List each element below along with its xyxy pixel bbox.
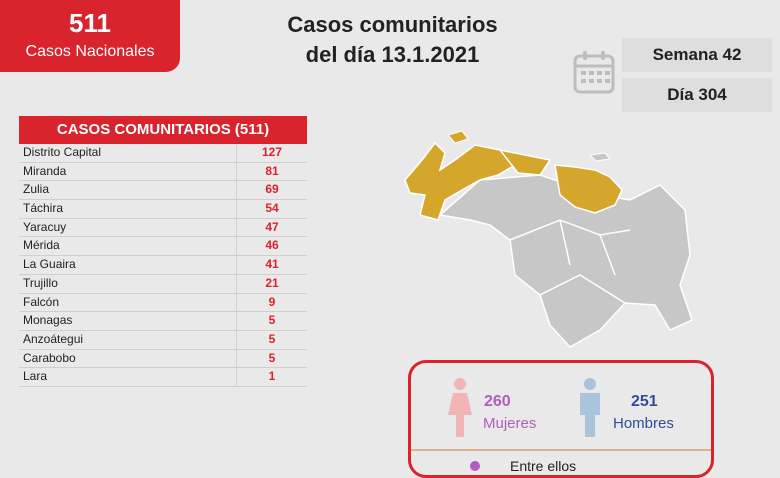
state-cases: 41 xyxy=(236,256,307,274)
week-badge: Semana 42 xyxy=(622,38,772,72)
panel-divider xyxy=(411,449,711,451)
state-cases: 81 xyxy=(236,162,307,181)
venezuela-map xyxy=(404,130,693,348)
table-row: Lara 1 xyxy=(19,368,307,387)
state-cases: 5 xyxy=(236,312,307,330)
bullet-icon xyxy=(470,461,480,471)
table-row: Monagas 5 xyxy=(19,312,307,331)
map-region-highlighted-east xyxy=(554,164,623,214)
title-line-2: del día 13.1.2021 xyxy=(305,42,480,67)
men-count: 251 xyxy=(631,393,658,410)
state-name: Mérida xyxy=(23,238,60,253)
state-name: Monagas xyxy=(23,313,73,328)
national-cases-count: 511 xyxy=(69,8,111,38)
table-row: Yaracuy 47 xyxy=(19,218,307,238)
female-icon xyxy=(448,378,472,437)
state-cases: 5 xyxy=(236,330,307,349)
calendar-icon xyxy=(573,51,615,94)
state-cases: 5 xyxy=(236,349,307,368)
men-label: Hombres xyxy=(613,415,674,432)
table-row: Miranda 81 xyxy=(19,162,307,182)
national-cases-label: Casos Nacionales xyxy=(25,43,155,60)
women-count: 260 xyxy=(484,393,511,410)
state-name: Anzoátegui xyxy=(23,331,84,346)
state-name: Trujillo xyxy=(23,275,58,290)
state-name: Falcón xyxy=(23,294,60,309)
title-line-1: Casos comunitarios xyxy=(287,12,498,37)
state-name: Zulia xyxy=(23,182,50,197)
state-cases: 21 xyxy=(236,274,307,293)
women-label: Mujeres xyxy=(483,415,537,432)
table-row: Falcón 9 xyxy=(19,293,307,313)
state-cases: 1 xyxy=(236,368,307,386)
table-row: Anzoátegui 5 xyxy=(19,330,307,350)
table-row: Carabobo 5 xyxy=(19,349,307,369)
state-name: Yaracuy xyxy=(23,219,67,234)
state-cases: 46 xyxy=(236,237,307,256)
cases-table-header: CASOS COMUNITARIOS (511) xyxy=(19,116,307,144)
state-name: Miranda xyxy=(23,163,67,178)
map-region-highlighted-west xyxy=(404,141,517,221)
table-row: Zulia 69 xyxy=(19,181,307,201)
extra-text: Entre ellos xyxy=(510,458,577,474)
state-name: Carabobo xyxy=(23,350,76,365)
state-name: Táchira xyxy=(23,201,64,216)
male-icon xyxy=(580,378,600,437)
state-name: Lara xyxy=(23,369,48,384)
table-row: Trujillo 21 xyxy=(19,274,307,294)
state-cases: 54 xyxy=(236,200,307,218)
map-region-highlighted-center xyxy=(498,148,552,176)
state-cases: 9 xyxy=(236,293,307,312)
national-cases-card: 511 Casos Nacionales xyxy=(0,0,180,72)
state-cases: 47 xyxy=(236,218,307,237)
state-cases: 127 xyxy=(236,144,307,162)
map-region-other xyxy=(438,174,693,348)
table-row: La Guaira 41 xyxy=(19,256,307,275)
state-name: Distrito Capital xyxy=(23,145,102,159)
day-badge: Día 304 xyxy=(622,78,772,112)
table-row: Distrito Capital 127 xyxy=(19,144,307,163)
table-row: Táchira 54 xyxy=(19,200,307,219)
state-name: La Guaira xyxy=(23,257,76,272)
cases-table: CASOS COMUNITARIOS (511) Distrito Capita… xyxy=(19,116,307,387)
page-title: Casos comunitarios del día 13.1.2021 xyxy=(250,10,535,70)
table-row: Mérida 46 xyxy=(19,237,307,257)
state-cases: 69 xyxy=(236,181,307,200)
